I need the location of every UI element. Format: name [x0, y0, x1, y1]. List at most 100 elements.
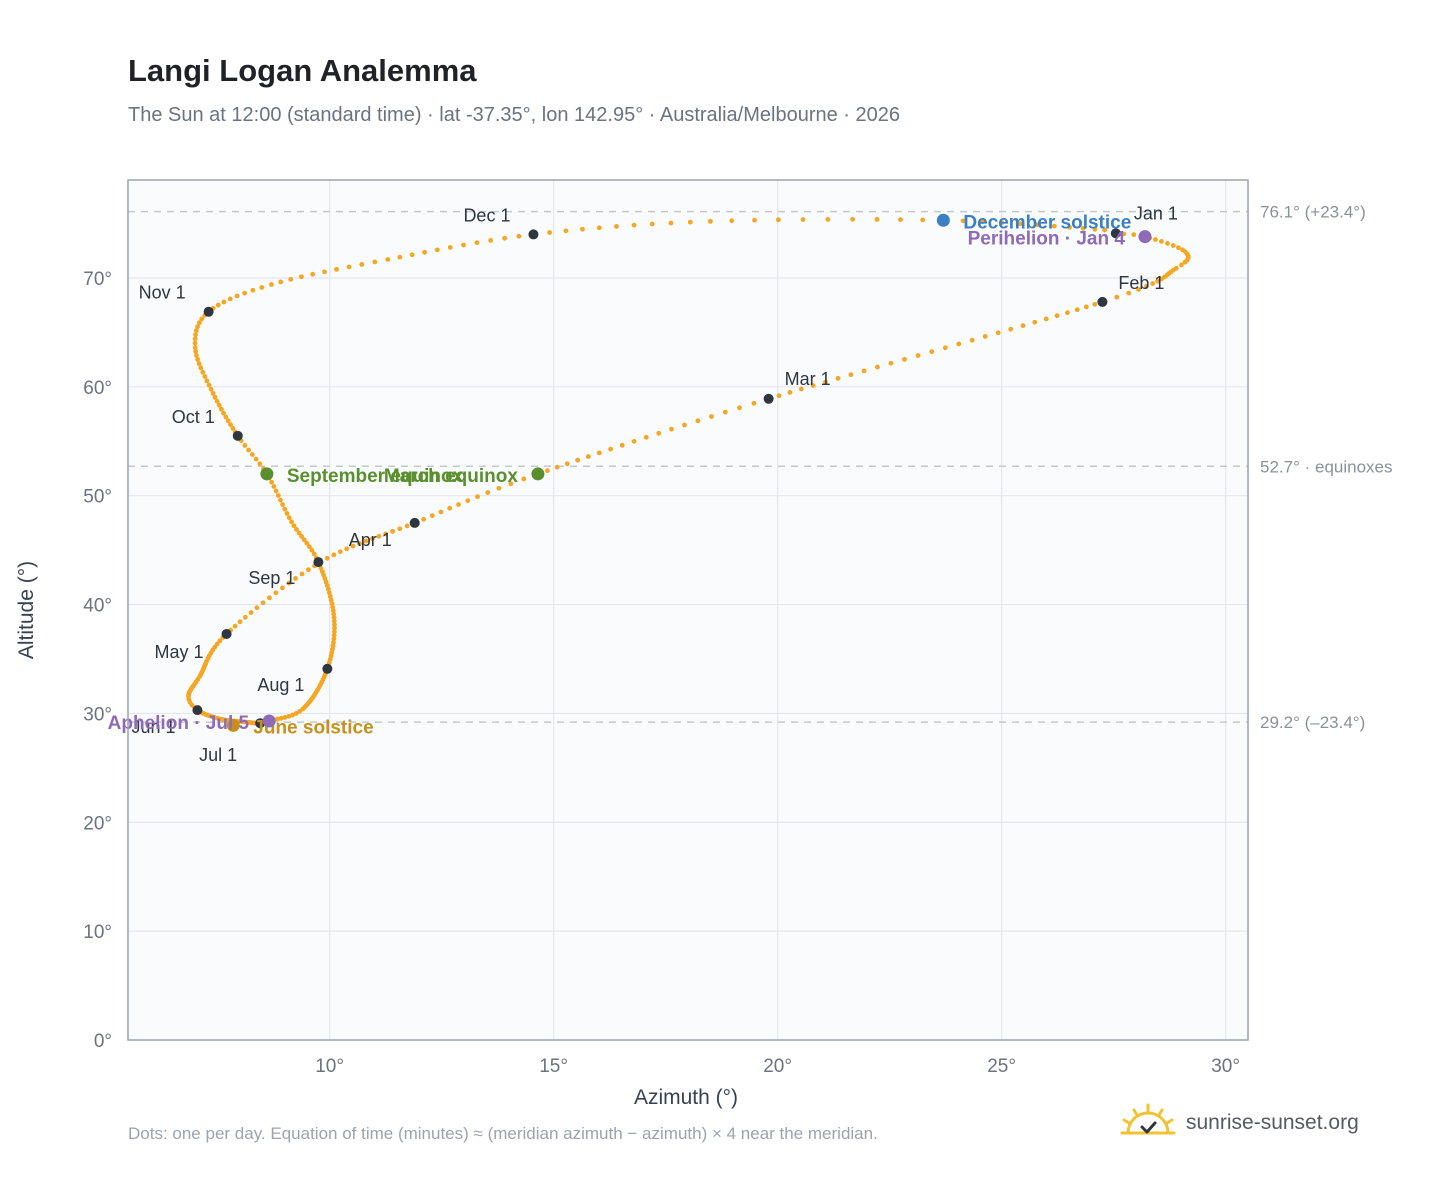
daily-dot — [1176, 245, 1181, 251]
daily-dot — [787, 390, 793, 395]
month-marker — [1097, 296, 1108, 307]
daily-dot — [257, 461, 263, 467]
daily-dot — [614, 224, 619, 229]
daily-dot — [1153, 237, 1158, 242]
daily-dot — [325, 586, 331, 592]
daily-dot — [246, 447, 251, 453]
daily-dot — [227, 296, 233, 302]
month-label: Oct 1 — [172, 407, 215, 427]
daily-dot — [200, 369, 206, 375]
daily-dot — [296, 530, 302, 536]
daily-dot — [751, 400, 757, 406]
chart-title: Langi Logan Analemma — [128, 53, 477, 88]
daily-dot — [404, 523, 410, 529]
daily-dot — [225, 418, 231, 424]
daily-dot — [810, 383, 816, 388]
daily-dot — [322, 269, 327, 275]
daily-dot — [253, 456, 259, 462]
event-label: December solstice — [963, 212, 1131, 233]
month-markers: Jan 1 Feb 1 Mar 1 Apr 1 May 1 Jun 1 Jul 1 Aug 1… — [131, 203, 1177, 765]
y-tick-label: 40° — [83, 596, 112, 617]
y-tick-label: 0° — [94, 1031, 112, 1052]
daily-dot — [372, 259, 378, 265]
daily-dot — [434, 247, 440, 253]
daily-dot — [363, 538, 369, 544]
daily-dot — [212, 394, 218, 400]
y-tick-label: 10° — [83, 922, 112, 943]
daily-dot — [232, 623, 238, 629]
daily-dot — [956, 341, 962, 347]
reference-line-label: 52.7° · equinoxes — [1260, 457, 1393, 476]
x-tick-label: 20° — [763, 1056, 792, 1077]
x-tick-label: 10° — [315, 1056, 344, 1077]
daily-dot — [199, 316, 205, 322]
month-label: Feb 1 — [1118, 273, 1164, 293]
daily-dot — [291, 523, 297, 529]
daily-dot — [202, 374, 208, 379]
daily-dot — [516, 233, 522, 239]
daily-dot — [564, 461, 570, 467]
chart-subtitle: The Sun at 12:00 (standard time) · lat -… — [128, 104, 900, 126]
daily-dot — [999, 220, 1005, 226]
daily-dot — [461, 242, 466, 248]
brand[interactable]: sunrise-sunset.org — [1120, 1103, 1359, 1143]
daily-dot — [920, 217, 926, 223]
daily-dot — [304, 540, 310, 546]
month-marker — [232, 430, 243, 441]
daily-dot — [346, 264, 352, 270]
daily-dot — [306, 567, 311, 573]
daily-dot — [331, 640, 336, 645]
daily-dot — [324, 555, 330, 561]
daily-dot — [850, 216, 856, 222]
reference-lines: 76.1° (+23.4°) 52.7° · equinoxes 29.2° (–2… — [128, 203, 1393, 732]
daily-dot — [1159, 238, 1164, 244]
axes: 10° 15° 20° 25° 30° 0° 10° 20° 30° 40° 50° 60° 70° Az… — [15, 269, 1240, 1109]
daily-dot — [206, 382, 212, 388]
month-label: Nov 1 — [139, 283, 186, 303]
daily-dot — [383, 531, 389, 537]
daily-dot — [521, 476, 527, 482]
month-marker — [221, 628, 232, 639]
event-markers: December solstice June solstice March equi… — [108, 212, 1152, 738]
daily-dot — [193, 328, 199, 333]
daily-dot — [902, 356, 907, 362]
month-label: Apr 1 — [349, 530, 392, 550]
daily-dot — [631, 438, 637, 444]
daily-dot — [278, 497, 283, 503]
daily-dot — [282, 506, 288, 512]
month-label: Sep 1 — [248, 568, 295, 588]
daily-dot — [192, 345, 198, 351]
daily-dot — [290, 712, 295, 718]
daily-dot — [800, 217, 806, 222]
month-label: Jan 1 — [1134, 203, 1178, 223]
daily-dot — [331, 633, 337, 638]
daily-dot — [825, 216, 831, 222]
daily-dot — [580, 226, 585, 232]
daily-dot — [260, 600, 266, 606]
daily-dot — [960, 218, 966, 224]
daily-dot — [554, 464, 560, 470]
daily-dot — [1136, 287, 1141, 292]
daily-dot — [221, 299, 227, 305]
daily-dot — [310, 271, 316, 277]
daily-dot — [268, 282, 274, 287]
brand-name: sunrise-sunset.org — [1186, 1111, 1359, 1134]
daily-dot — [1170, 243, 1176, 248]
daily-dot — [359, 262, 365, 267]
daily-dot — [344, 546, 350, 552]
month-label: Aug 1 — [257, 675, 304, 695]
daily-dot — [234, 293, 240, 299]
daily-dot — [275, 493, 281, 498]
daily-dot — [309, 547, 315, 553]
daily-dot — [242, 443, 248, 448]
y-tick-label: 20° — [83, 813, 112, 834]
daily-dot — [248, 610, 254, 615]
daily-dot — [337, 549, 343, 555]
daily-dot — [286, 580, 292, 586]
daily-dot — [331, 552, 337, 558]
daily-dot — [752, 217, 757, 223]
daily-dot — [1179, 262, 1184, 268]
event-label: March equinox — [384, 466, 519, 487]
daily-dot — [544, 468, 550, 474]
daily-dot — [331, 636, 337, 642]
